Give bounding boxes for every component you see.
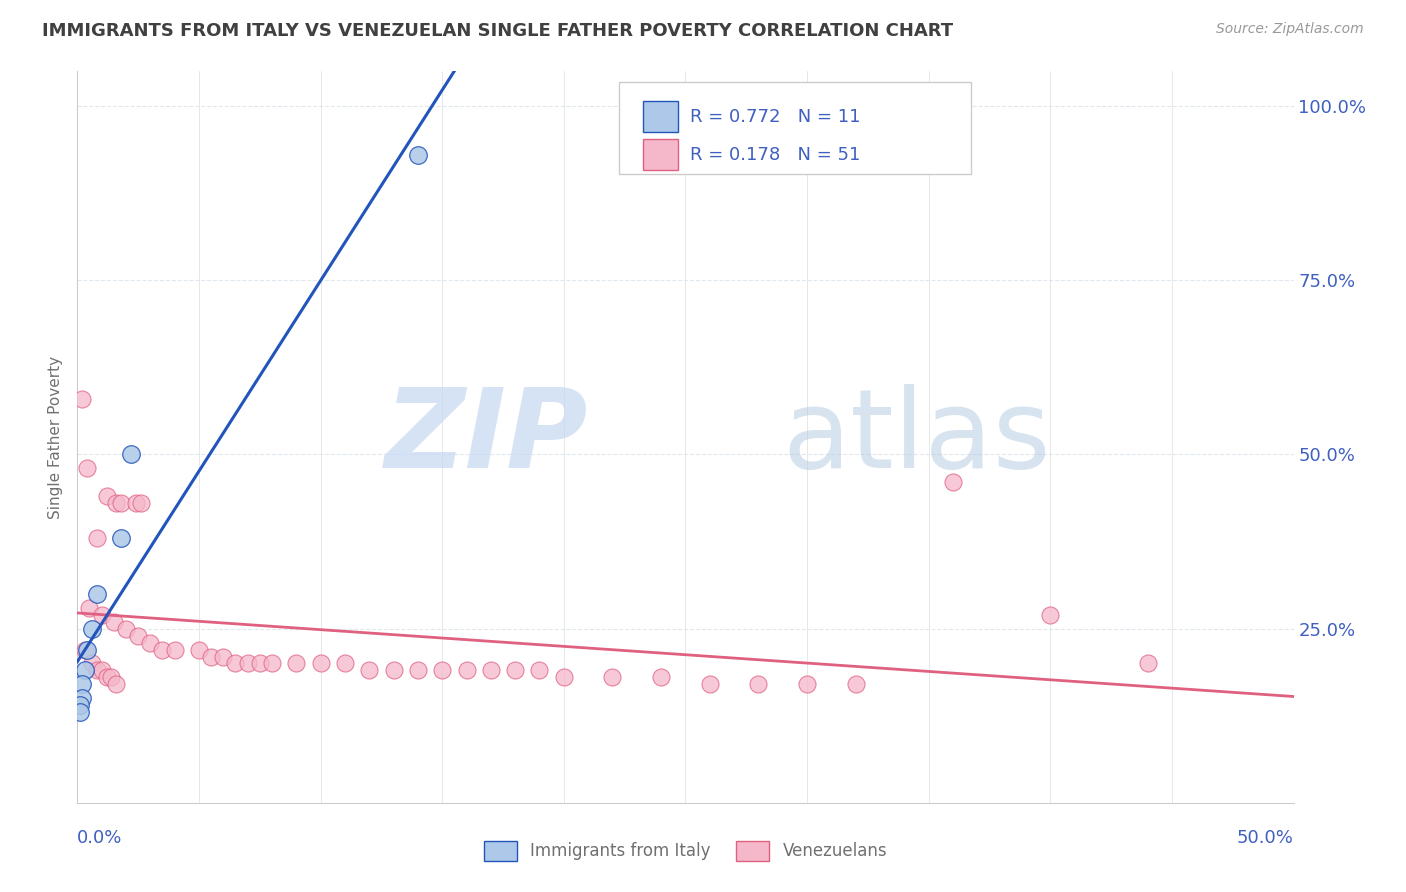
Point: [69, 698, 91, 713]
Point: [80, 657, 103, 671]
Point: [1039, 607, 1062, 622]
Point: [430, 664, 453, 678]
Point: [86, 587, 108, 601]
Point: [359, 664, 381, 678]
Point: [115, 622, 138, 636]
Point: [699, 677, 721, 691]
Point: [110, 496, 132, 510]
Point: [456, 664, 478, 678]
Point: [105, 677, 128, 691]
Point: [479, 664, 502, 678]
Point: [309, 657, 332, 671]
Point: [79, 600, 101, 615]
Point: [73, 664, 96, 678]
Point: [188, 642, 211, 657]
Point: [86, 664, 108, 678]
Point: [406, 148, 429, 162]
Point: [110, 531, 132, 545]
Point: [90, 664, 112, 678]
Legend: Immigrants from Italy, Venezuelans: Immigrants from Italy, Venezuelans: [477, 834, 894, 868]
Point: [96, 489, 118, 503]
Text: 50.0%: 50.0%: [1237, 829, 1294, 847]
Text: R = 0.178   N = 51: R = 0.178 N = 51: [690, 145, 860, 164]
FancyBboxPatch shape: [643, 102, 678, 132]
Point: [129, 496, 152, 510]
Point: [80, 622, 103, 636]
Point: [105, 496, 128, 510]
Point: [70, 691, 93, 706]
Text: IMMIGRANTS FROM ITALY VS VENEZUELAN SINGLE FATHER POVERTY CORRELATION CHART: IMMIGRANTS FROM ITALY VS VENEZUELAN SING…: [42, 22, 953, 40]
Point: [845, 677, 868, 691]
Y-axis label: Single Father Poverty: Single Father Poverty: [48, 356, 63, 518]
Point: [73, 642, 96, 657]
Point: [76, 642, 98, 657]
Point: [747, 677, 769, 691]
Point: [127, 629, 149, 643]
Point: [70, 392, 93, 406]
Text: ZIP: ZIP: [385, 384, 588, 491]
Point: [200, 649, 222, 664]
Point: [163, 642, 186, 657]
Text: atlas: atlas: [783, 384, 1052, 491]
Point: [1136, 657, 1159, 671]
Point: [650, 670, 672, 684]
Point: [100, 670, 122, 684]
Point: [942, 475, 965, 490]
Point: [90, 607, 112, 622]
Point: [70, 677, 93, 691]
Text: 0.0%: 0.0%: [77, 829, 122, 847]
FancyBboxPatch shape: [643, 139, 678, 170]
Point: [120, 448, 142, 462]
Point: [602, 670, 624, 684]
Point: [212, 649, 235, 664]
Point: [69, 705, 91, 719]
Point: [260, 657, 283, 671]
Text: R = 0.772   N = 11: R = 0.772 N = 11: [690, 108, 860, 126]
Point: [406, 664, 429, 678]
Text: Source: ZipAtlas.com: Source: ZipAtlas.com: [1216, 22, 1364, 37]
Point: [529, 664, 551, 678]
Point: [96, 670, 118, 684]
Point: [76, 461, 98, 475]
FancyBboxPatch shape: [619, 82, 972, 174]
Point: [333, 657, 356, 671]
Point: [86, 531, 108, 545]
Point: [503, 664, 526, 678]
Point: [125, 496, 148, 510]
Point: [103, 615, 125, 629]
Point: [224, 657, 246, 671]
Point: [236, 657, 259, 671]
Point: [139, 635, 162, 649]
Point: [553, 670, 575, 684]
Point: [152, 642, 174, 657]
Point: [285, 657, 308, 671]
Point: [382, 664, 405, 678]
Point: [796, 677, 818, 691]
Point: [249, 657, 271, 671]
